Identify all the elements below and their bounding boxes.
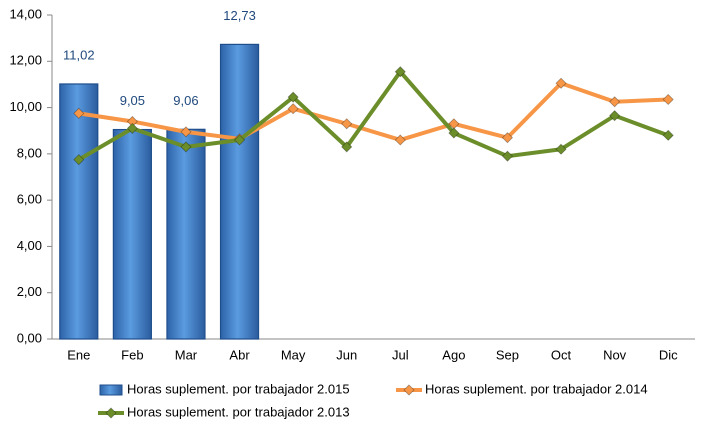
line-marker [394, 134, 406, 146]
x-tick-label: Sep [496, 347, 519, 362]
line-marker [394, 66, 406, 78]
data-label: 9,06 [173, 93, 198, 108]
line-marker [609, 110, 621, 122]
line-marker [609, 96, 621, 108]
y-tick-label: 0,00 [17, 330, 42, 345]
x-tick-label: Abr [229, 347, 250, 362]
line-marker [662, 93, 674, 106]
line-marker [73, 107, 85, 119]
bar [59, 83, 99, 340]
x-tick-label: Oct [551, 347, 572, 362]
legend-label: Horas suplement. por trabajador 2.015 [127, 381, 350, 396]
line-marker [341, 118, 353, 130]
line-marker [555, 77, 567, 89]
line-marker [501, 132, 514, 144]
x-tick-label: Dic [659, 347, 678, 362]
x-tick-label: May [281, 347, 306, 362]
line-marker [73, 154, 85, 166]
data-label: 11,02 [63, 47, 95, 62]
line-marker [105, 407, 117, 419]
x-tick-label: Ago [442, 347, 465, 362]
x-tick-label: Mar [175, 347, 198, 362]
line-marker [403, 384, 415, 396]
data-label: 9,05 [120, 93, 145, 108]
line [77, 69, 669, 162]
data-label: 12,73 [223, 8, 256, 23]
y-tick-label: 12,00 [9, 53, 42, 68]
legend-label: Horas suplement. por trabajador 2.014 [425, 381, 648, 396]
line-marker [341, 141, 353, 153]
x-tick-label: Feb [121, 347, 143, 362]
x-tick-label: Jun [336, 347, 357, 362]
bar [112, 128, 152, 340]
line-marker [233, 134, 246, 146]
y-tick-label: 8,00 [17, 145, 42, 160]
y-tick-label: 10,00 [9, 99, 42, 114]
bar [166, 128, 206, 340]
legend-swatch [99, 384, 123, 396]
line-marker [287, 91, 299, 103]
line-marker [180, 141, 192, 153]
line-marker [555, 143, 567, 155]
line-marker [448, 127, 460, 139]
x-tick-label: Jul [392, 347, 409, 362]
y-tick-label: 4,00 [17, 238, 42, 253]
line-marker [126, 122, 138, 134]
y-tick-label: 2,00 [17, 284, 42, 299]
line-marker [662, 129, 674, 141]
y-tick-label: 14,00 [9, 6, 42, 21]
line [78, 81, 669, 142]
legend-label: Horas suplement. por trabajador 2.013 [127, 404, 350, 419]
x-tick-label: Nov [603, 347, 627, 362]
line-marker [287, 103, 299, 115]
bar [219, 43, 260, 340]
x-tick-label: Ene [67, 347, 90, 362]
y-tick-label: 6,00 [17, 192, 42, 207]
line-marker [180, 126, 192, 138]
line-marker [501, 150, 514, 162]
